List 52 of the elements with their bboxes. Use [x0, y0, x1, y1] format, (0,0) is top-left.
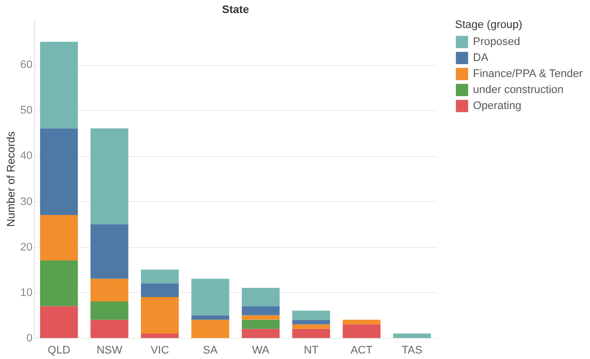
- bar: [242, 315, 280, 320]
- legend-label: under construction: [473, 84, 564, 96]
- bar: [292, 328, 330, 338]
- bar: [191, 315, 230, 320]
- bar: [40, 214, 78, 261]
- legend-label: Operating: [473, 100, 522, 112]
- y-tick-label: 30: [20, 196, 32, 208]
- bar: [90, 128, 128, 224]
- bar: [292, 310, 330, 320]
- bar: [242, 288, 280, 306]
- legend-label: DA: [473, 52, 489, 64]
- x-tick-label: QLD: [48, 344, 70, 356]
- legend-label: Proposed: [473, 36, 520, 48]
- y-tick-label: 10: [20, 286, 32, 299]
- bar: [90, 320, 128, 338]
- bar: [393, 333, 431, 338]
- bar: [292, 324, 330, 329]
- bar: [342, 324, 381, 338]
- x-tick-label: ACT: [350, 344, 373, 356]
- bar: [242, 320, 280, 329]
- bar: [40, 306, 78, 338]
- chart-title: State: [222, 4, 249, 16]
- bar: [40, 260, 78, 306]
- bar: [242, 306, 280, 316]
- bar: [140, 270, 179, 284]
- bar: [191, 320, 230, 338]
- bar: [40, 128, 78, 215]
- bar: [40, 42, 78, 128]
- x-tick-label: TAS: [402, 344, 422, 356]
- bar: [140, 283, 179, 297]
- y-tick-label: 50: [20, 104, 32, 117]
- bar: [140, 333, 179, 338]
- bar: [90, 224, 128, 279]
- x-tick-label: WA: [252, 344, 270, 356]
- x-tick-label: SA: [202, 344, 218, 356]
- legend-title: Stage (group): [455, 19, 522, 31]
- bar: [292, 320, 330, 324]
- bar: [90, 278, 128, 302]
- bar: [90, 302, 128, 320]
- y-axis-title: Number of Records: [5, 130, 18, 227]
- y-tick-label: 40: [20, 150, 32, 162]
- x-tick-label: NT: [304, 344, 319, 356]
- bar: [191, 278, 230, 316]
- x-tick-label: NSW: [96, 344, 123, 356]
- bar: [140, 296, 179, 334]
- x-tick-label: VIC: [150, 344, 170, 356]
- y-tick-label: 0: [26, 332, 32, 344]
- bar: [242, 328, 280, 338]
- bar: [342, 320, 381, 324]
- legend-label: Finance/PPA & Tender: [473, 68, 583, 80]
- y-tick-label: 60: [20, 59, 32, 72]
- y-tick-label: 20: [20, 241, 32, 254]
